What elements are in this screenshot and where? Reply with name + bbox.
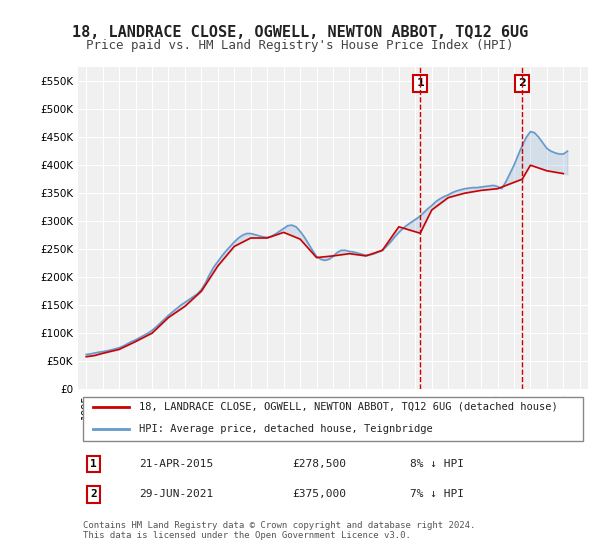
Text: 2: 2 — [90, 489, 97, 499]
Text: 1: 1 — [416, 78, 424, 88]
Text: 1: 1 — [90, 459, 97, 469]
Text: £278,500: £278,500 — [292, 459, 346, 469]
Text: 18, LANDRACE CLOSE, OGWELL, NEWTON ABBOT, TQ12 6UG: 18, LANDRACE CLOSE, OGWELL, NEWTON ABBOT… — [72, 25, 528, 40]
Text: 29-JUN-2021: 29-JUN-2021 — [139, 489, 214, 499]
Text: 18, LANDRACE CLOSE, OGWELL, NEWTON ABBOT, TQ12 6UG (detached house): 18, LANDRACE CLOSE, OGWELL, NEWTON ABBOT… — [139, 402, 558, 412]
FancyBboxPatch shape — [83, 397, 583, 441]
Text: Price paid vs. HM Land Registry's House Price Index (HPI): Price paid vs. HM Land Registry's House … — [86, 39, 514, 52]
Text: 21-APR-2015: 21-APR-2015 — [139, 459, 214, 469]
Text: 2: 2 — [518, 78, 526, 88]
Text: Contains HM Land Registry data © Crown copyright and database right 2024.
This d: Contains HM Land Registry data © Crown c… — [83, 521, 475, 540]
Text: £375,000: £375,000 — [292, 489, 346, 499]
Text: HPI: Average price, detached house, Teignbridge: HPI: Average price, detached house, Teig… — [139, 424, 433, 433]
Text: 8% ↓ HPI: 8% ↓ HPI — [409, 459, 464, 469]
Text: 7% ↓ HPI: 7% ↓ HPI — [409, 489, 464, 499]
